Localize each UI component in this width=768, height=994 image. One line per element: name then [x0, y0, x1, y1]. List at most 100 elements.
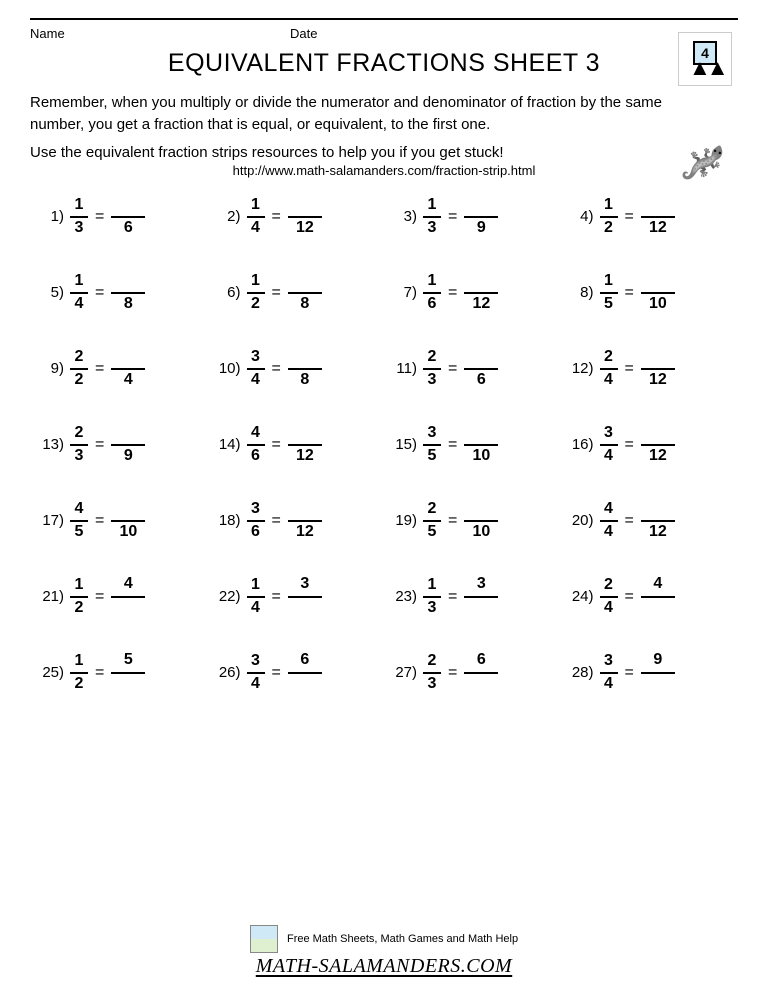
answer-numerator[interactable] — [466, 500, 496, 518]
answer-fraction[interactable]: 10 — [464, 424, 498, 466]
numerator: 3 — [249, 501, 262, 518]
answer-denominator[interactable]: 10 — [643, 296, 673, 314]
answer-fraction[interactable]: 9 — [641, 652, 675, 694]
answer-fraction[interactable]: 12 — [464, 272, 498, 314]
answer-numerator[interactable] — [643, 196, 673, 214]
problem: 19)25= 10 — [387, 500, 558, 542]
given-fraction: 16 — [423, 273, 441, 313]
answer-numerator[interactable]: 3 — [466, 576, 496, 594]
answer-denominator[interactable]: 6 — [466, 372, 496, 390]
answer-denominator[interactable]: 12 — [643, 372, 673, 390]
answer-denominator[interactable]: 12 — [290, 524, 320, 542]
answer-numerator[interactable] — [113, 424, 143, 442]
answer-denominator[interactable]: 12 — [643, 448, 673, 466]
numerator: 1 — [602, 273, 615, 290]
answer-denominator[interactable] — [290, 676, 320, 694]
answer-denominator[interactable] — [113, 676, 143, 694]
answer-denominator[interactable]: 8 — [290, 372, 320, 390]
answer-numerator[interactable] — [290, 196, 320, 214]
answer-denominator[interactable]: 9 — [113, 448, 143, 466]
answer-fraction[interactable]: 12 — [288, 196, 322, 238]
answer-fraction[interactable]: 6 — [111, 196, 145, 238]
answer-numerator[interactable] — [643, 424, 673, 442]
answer-numerator[interactable] — [643, 272, 673, 290]
answer-numerator[interactable] — [113, 348, 143, 366]
answer-numerator[interactable]: 6 — [466, 652, 496, 670]
answer-fraction[interactable]: 8 — [288, 348, 322, 390]
answer-denominator[interactable]: 12 — [643, 220, 673, 238]
answer-numerator[interactable] — [466, 272, 496, 290]
answer-numerator[interactable] — [290, 424, 320, 442]
answer-denominator[interactable]: 12 — [290, 220, 320, 238]
answer-fraction[interactable]: 5 — [111, 652, 145, 694]
answer-denominator[interactable] — [290, 600, 320, 618]
answer-fraction[interactable]: 12 — [288, 424, 322, 466]
answer-denominator[interactable]: 4 — [113, 372, 143, 390]
answer-denominator[interactable]: 10 — [466, 448, 496, 466]
answer-numerator[interactable]: 3 — [290, 576, 320, 594]
answer-numerator[interactable]: 4 — [113, 576, 143, 594]
answer-fraction[interactable]: 3 — [464, 576, 498, 618]
answer-denominator[interactable]: 12 — [466, 296, 496, 314]
answer-numerator[interactable] — [643, 348, 673, 366]
answer-denominator[interactable]: 12 — [643, 524, 673, 542]
answer-fraction[interactable]: 6 — [288, 652, 322, 694]
answer-numerator[interactable] — [290, 348, 320, 366]
answer-denominator[interactable]: 6 — [113, 220, 143, 238]
answer-numerator[interactable]: 5 — [113, 652, 143, 670]
answer-fraction[interactable]: 8 — [111, 272, 145, 314]
answer-denominator[interactable] — [643, 676, 673, 694]
answer-denominator[interactable] — [643, 600, 673, 618]
answer-fraction[interactable]: 4 — [111, 348, 145, 390]
name-label: Name — [30, 26, 290, 41]
answer-denominator[interactable] — [113, 600, 143, 618]
answer-fraction[interactable]: 9 — [111, 424, 145, 466]
given-fraction: 14 — [70, 273, 88, 313]
answer-numerator[interactable] — [466, 348, 496, 366]
answer-denominator[interactable]: 8 — [113, 296, 143, 314]
answer-numerator[interactable] — [113, 196, 143, 214]
problem: 1)13= 6 — [34, 196, 205, 238]
answer-numerator[interactable] — [466, 424, 496, 442]
answer-denominator[interactable]: 9 — [466, 220, 496, 238]
answer-fraction[interactable]: 10 — [641, 272, 675, 314]
answer-fraction[interactable]: 10 — [111, 500, 145, 542]
answer-fraction[interactable]: 12 — [641, 500, 675, 542]
problem-number: 8) — [564, 284, 594, 301]
answer-fraction[interactable]: 12 — [641, 348, 675, 390]
answer-numerator[interactable]: 4 — [643, 576, 673, 594]
answer-numerator[interactable] — [290, 272, 320, 290]
answer-denominator[interactable]: 10 — [113, 524, 143, 542]
answer-fraction[interactable]: 4 — [641, 576, 675, 618]
answer-fraction[interactable]: 8 — [288, 272, 322, 314]
denominator: 4 — [602, 676, 615, 693]
answer-numerator[interactable]: 6 — [290, 652, 320, 670]
problem-number: 21) — [34, 588, 64, 605]
denominator: 6 — [249, 448, 262, 465]
given-fraction: 12 — [247, 273, 265, 313]
answer-fraction[interactable]: 12 — [641, 424, 675, 466]
answer-fraction[interactable]: 3 — [288, 576, 322, 618]
answer-numerator[interactable] — [290, 500, 320, 518]
answer-numerator[interactable] — [643, 500, 673, 518]
answer-numerator[interactable]: 9 — [643, 652, 673, 670]
problem: 17)45= 10 — [34, 500, 205, 542]
equals-sign: = — [625, 436, 634, 454]
answer-fraction[interactable]: 12 — [641, 196, 675, 238]
answer-fraction[interactable]: 4 — [111, 576, 145, 618]
answer-denominator[interactable]: 8 — [290, 296, 320, 314]
answer-fraction[interactable]: 9 — [464, 196, 498, 238]
answer-fraction[interactable]: 6 — [464, 348, 498, 390]
answer-denominator[interactable] — [466, 676, 496, 694]
answer-denominator[interactable] — [466, 600, 496, 618]
answer-numerator[interactable] — [466, 196, 496, 214]
answer-fraction[interactable]: 10 — [464, 500, 498, 542]
problem: 8)15= 10 — [564, 272, 735, 314]
answer-denominator[interactable]: 10 — [466, 524, 496, 542]
answer-numerator[interactable] — [113, 272, 143, 290]
equals-sign: = — [448, 436, 457, 454]
answer-numerator[interactable] — [113, 500, 143, 518]
answer-denominator[interactable]: 12 — [290, 448, 320, 466]
answer-fraction[interactable]: 6 — [464, 652, 498, 694]
answer-fraction[interactable]: 12 — [288, 500, 322, 542]
